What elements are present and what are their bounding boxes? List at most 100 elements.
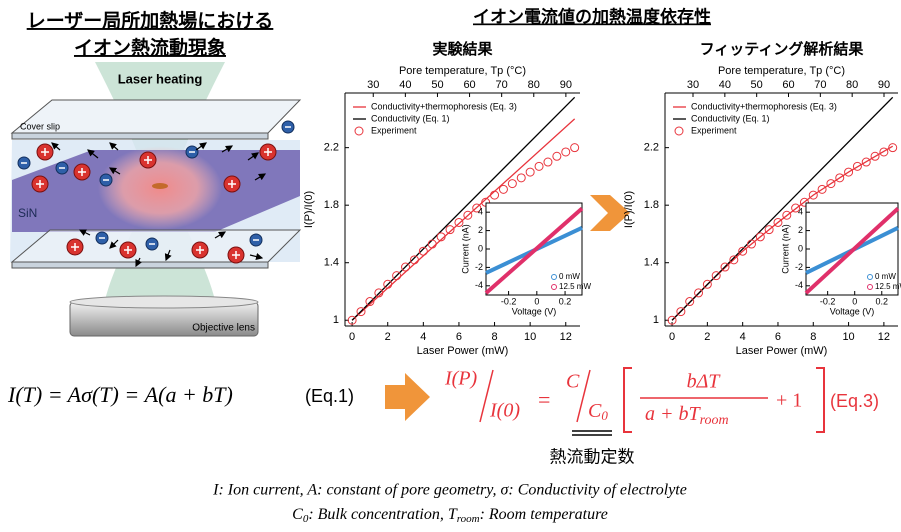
x-tick-label: 8 — [491, 331, 497, 343]
center-title: イオン電流値の加熱温度依存性 — [473, 6, 711, 26]
cation — [32, 176, 48, 192]
data-point — [544, 158, 552, 166]
x-axis-label: Voltage (V) — [512, 306, 557, 316]
data-point — [553, 152, 561, 160]
x-axis-label: Laser Power (mW) — [417, 345, 509, 357]
x-tick-label: 0 — [852, 296, 857, 306]
x2-tick-label: 60 — [463, 79, 475, 91]
c0: C — [588, 400, 602, 422]
legend-label: 0 mW — [559, 272, 580, 281]
eq3-num: I(P) — [444, 368, 478, 390]
cover-slip-edge — [12, 133, 268, 139]
x2-tick-label: 50 — [431, 79, 443, 91]
inset-chart: -0.200.2-4-2024Voltage (V)Current (nA)0 … — [780, 203, 901, 316]
cation — [260, 144, 276, 160]
x-tick-label: 10 — [524, 331, 536, 343]
y-tick-label: 1 — [333, 314, 339, 326]
x-tick-label: 6 — [456, 331, 462, 343]
eq3-c: C — [566, 371, 580, 393]
legend-symbol — [675, 127, 683, 135]
den-sub: room — [700, 413, 729, 428]
x-tick-label: 12 — [878, 331, 890, 343]
lens-label: Objective lens — [192, 323, 255, 334]
legend-label: Experiment — [691, 125, 737, 135]
data-point — [499, 185, 507, 193]
y-tick-label: -4 — [475, 280, 483, 290]
footnote: I: Ion current, A: constant of pore geom… — [212, 482, 687, 499]
legend-label: Conductivity (Eq. 1) — [371, 113, 450, 123]
anion — [146, 238, 158, 250]
x2-tick-label: 80 — [846, 79, 858, 91]
eq3-frac-num: bΔT — [687, 371, 722, 393]
y-tick-label: 1.4 — [644, 257, 659, 269]
data-point — [562, 148, 570, 156]
chart-title: フィッティング解析結果 — [700, 40, 865, 58]
anion — [282, 121, 294, 133]
y-tick-label: 1.8 — [324, 199, 339, 211]
eq3: I(P) I(0) = C C0 bΔT a + bTroom + 1 (Eq.… — [444, 368, 879, 432]
data-point — [508, 180, 516, 188]
y-tick-label: 1.8 — [644, 199, 659, 211]
legend-label: 12.5 mW — [559, 282, 591, 291]
page: レーザー局所加熱場における イオン熱流動現象 イオン電流値の加熱温度依存性 La… — [0, 0, 901, 532]
legend-label: Conductivity+thermophoresis (Eq. 3) — [691, 101, 837, 111]
x-tick-label: 4 — [420, 331, 426, 343]
y-tick-label: 1.4 — [324, 257, 339, 269]
cation — [192, 242, 208, 258]
eq3-equals: = — [538, 387, 550, 412]
cation — [67, 239, 83, 255]
x-tick-label: -0.2 — [820, 296, 836, 306]
x-axis-label: Laser Power (mW) — [736, 345, 828, 357]
anion — [186, 146, 198, 158]
eq3-plus: + 1 — [776, 390, 802, 412]
x-tick-label: 0 — [669, 331, 675, 343]
bottom-slide-edge — [12, 262, 268, 268]
fn: : Bulk concentration, T — [308, 506, 458, 523]
y-axis-label: I(P)/I(0) — [623, 191, 635, 228]
diagram: Laser heating Cover slip SiN Objective l… — [10, 62, 300, 336]
anion — [100, 174, 112, 186]
x2-tick-label: 80 — [528, 79, 540, 91]
legend-label: Conductivity (Eq. 1) — [691, 113, 770, 123]
anion — [56, 162, 68, 174]
eq3-c0: C0 — [588, 400, 608, 423]
y-axis-label: Current (nA) — [460, 224, 470, 274]
y-axis-label: I(P)/I(0) — [303, 191, 315, 228]
x2-tick-label: 90 — [878, 79, 890, 91]
x-tick-label: 8 — [810, 331, 816, 343]
x2-tick-label: 60 — [782, 79, 794, 91]
c0-sub: 0 — [601, 408, 608, 423]
data-point — [571, 144, 579, 152]
x-tick-label: 0 — [534, 296, 539, 306]
y-tick-label: 4 — [798, 207, 803, 217]
anion — [250, 234, 262, 246]
cation — [74, 164, 90, 180]
cation — [228, 247, 244, 263]
footnote: C0: Bulk concentration, Troom: Room temp… — [292, 506, 608, 525]
x-tick-label: 2 — [385, 331, 391, 343]
arrow — [385, 373, 430, 421]
eq3-frac-den: a + bTroom — [645, 403, 729, 429]
y-axis-label: Current (nA) — [780, 224, 790, 274]
lens-top — [70, 296, 258, 308]
x2-tick-label: 30 — [367, 79, 379, 91]
data-point — [428, 240, 436, 248]
x-tick-label: 6 — [775, 331, 781, 343]
sin-label: SiN — [18, 206, 37, 220]
den: a + bT — [645, 403, 701, 425]
cover-label: Cover slip — [20, 121, 60, 131]
eq1-tag: (Eq.1) — [305, 386, 354, 406]
fn: C — [292, 506, 303, 523]
legend-label: Experiment — [371, 125, 417, 135]
eq3-tag: (Eq.3) — [830, 391, 879, 411]
x2-tick-label: 40 — [719, 79, 731, 91]
note: 熱流動定数 — [550, 447, 635, 466]
x-tick-label: 0 — [349, 331, 355, 343]
x-tick-label: -0.2 — [501, 296, 517, 306]
x2-tick-label: 50 — [751, 79, 763, 91]
x-tick-label: 0.2 — [876, 296, 889, 306]
x-tick-label: 10 — [842, 331, 854, 343]
fn-sub: room — [457, 513, 480, 525]
bracket — [624, 368, 632, 432]
y-tick-label: 4 — [478, 207, 483, 217]
